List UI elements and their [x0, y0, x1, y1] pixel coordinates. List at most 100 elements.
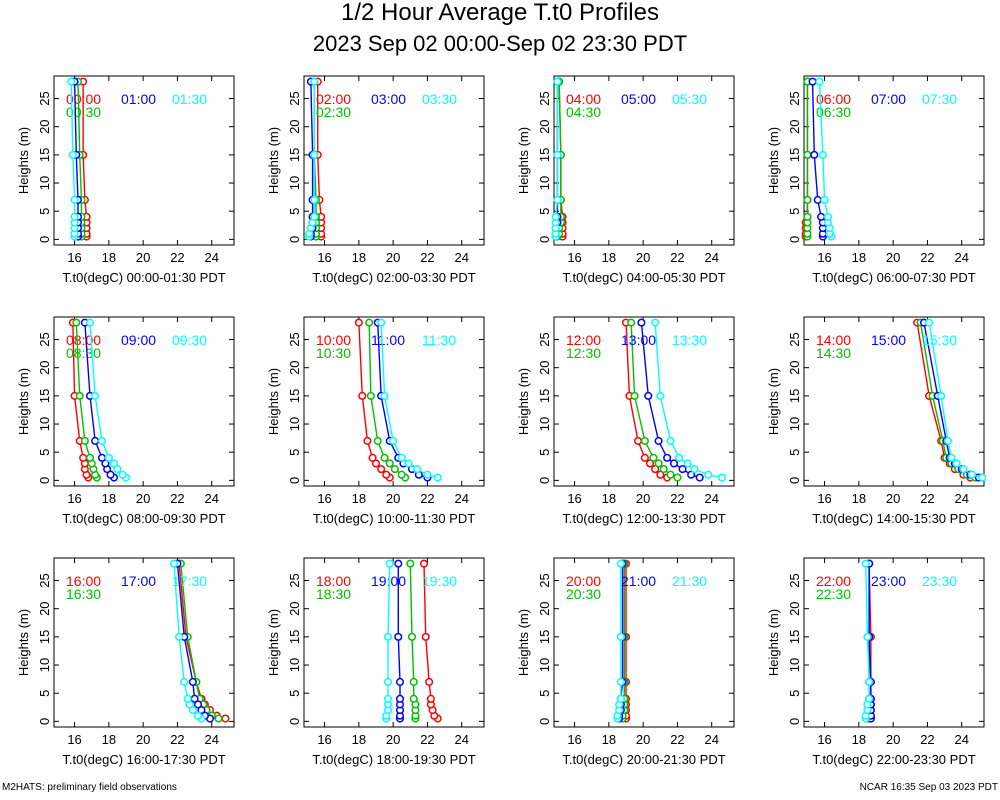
- legend-entry: 21:00: [621, 573, 656, 589]
- legend-entry: 20:00: [566, 573, 601, 589]
- y-tick-label: 5: [537, 208, 552, 215]
- data-point: [823, 212, 833, 221]
- panel-frame: [53, 75, 235, 246]
- x-tick-label: 20: [386, 732, 400, 747]
- x-tick-label: 20: [636, 491, 650, 506]
- x-axis-label: T.t0(degC) 18:00-19:30 PDT: [312, 752, 475, 767]
- data-point: [72, 318, 81, 327]
- y-tick-label: 0: [287, 236, 302, 243]
- data-point: [169, 559, 179, 568]
- legend-entry: 07:30: [922, 91, 957, 107]
- x-tick-label: 20: [636, 732, 650, 747]
- panel-frame: [553, 557, 735, 728]
- x-tick-label: 20: [136, 250, 150, 265]
- x-tick-label: 16: [567, 732, 581, 747]
- legend-entry: 14:00: [816, 332, 851, 348]
- legend-entry: 09:00: [121, 332, 156, 348]
- x-tick-label: 20: [136, 732, 150, 747]
- x-tick-label: 24: [704, 491, 718, 506]
- data-point: [106, 470, 115, 479]
- x-tick-label: 22: [170, 732, 184, 747]
- x-tick-label: 22: [420, 491, 434, 506]
- legend-entry: 08:00: [66, 332, 101, 348]
- data-point: [368, 453, 377, 462]
- x-tick-label: 18: [102, 732, 116, 747]
- x-tick-label: 18: [852, 250, 866, 265]
- data-point: [551, 212, 560, 221]
- data-point: [371, 459, 381, 468]
- data-point: [366, 391, 375, 400]
- legend-entry: 22:30: [816, 586, 851, 602]
- y-tick-label: 20: [287, 601, 302, 615]
- data-point: [616, 632, 625, 641]
- y-axis-label: Heights (m): [766, 127, 781, 194]
- y-tick-label: 15: [787, 389, 802, 403]
- legend-entry: 09:30: [172, 332, 207, 348]
- data-point: [190, 694, 199, 703]
- y-tick-label: 10: [537, 658, 552, 672]
- data-point: [925, 318, 934, 327]
- data-point: [85, 318, 95, 327]
- legend-entry: 19:30: [422, 573, 457, 589]
- y-axis-label: Heights (m): [516, 368, 531, 435]
- panel-frame: [803, 75, 985, 246]
- data-point: [389, 436, 398, 445]
- x-tick-label: 16: [817, 732, 831, 747]
- data-point: [640, 436, 649, 445]
- y-tick-label: 5: [537, 690, 552, 697]
- profile-panel: 16 18 20 22 24 0 5 10 15 20 25 Heights (m) T.t0(degC…: [16, 316, 235, 526]
- x-tick-label: 24: [704, 250, 718, 265]
- data-point: [113, 465, 122, 474]
- y-tick-label: 20: [37, 601, 52, 615]
- profile-panel: 16 18 20 22 24 0 5 10 15 20 25 Heights (m) T.t0(degC…: [516, 316, 735, 526]
- y-tick-label: 10: [787, 176, 802, 190]
- y-tick-label: 15: [537, 389, 552, 403]
- y-tick-label: 5: [37, 449, 52, 456]
- data-point: [649, 453, 658, 462]
- x-axis-label: T.t0(degC) 00:00-01:30 PDT: [62, 270, 225, 285]
- y-tick-label: 0: [37, 477, 52, 484]
- data-point: [380, 391, 389, 400]
- y-tick-label: 25: [537, 91, 552, 105]
- data-point: [433, 473, 442, 482]
- data-point: [943, 436, 953, 445]
- y-tick-label: 0: [287, 477, 302, 484]
- x-axis-label: T.t0(degC) 22:00-23:30 PDT: [812, 752, 975, 767]
- data-point: [310, 195, 319, 204]
- legend-entry: 04:00: [566, 91, 601, 107]
- x-tick-label: 16: [817, 491, 831, 506]
- y-tick-label: 0: [287, 718, 302, 725]
- x-tick-label: 22: [420, 250, 434, 265]
- legend-entry: 16:30: [66, 586, 101, 602]
- y-tick-label: 15: [537, 630, 552, 644]
- y-tick-label: 15: [37, 148, 52, 162]
- y-tick-label: 0: [787, 477, 802, 484]
- data-point: [817, 212, 826, 221]
- data-point: [97, 453, 107, 462]
- y-tick-label: 10: [37, 176, 52, 190]
- data-point: [815, 77, 824, 86]
- data-point: [373, 436, 382, 445]
- data-point: [865, 694, 874, 703]
- y-tick-label: 15: [37, 630, 52, 644]
- legend-entry: 10:30: [316, 345, 351, 361]
- data-point: [79, 453, 88, 462]
- data-point: [630, 391, 639, 400]
- data-point: [820, 195, 829, 204]
- data-point: [663, 453, 672, 462]
- x-tick-label: 24: [204, 491, 218, 506]
- data-point: [553, 195, 562, 204]
- legend-entry: 02:30: [316, 104, 351, 120]
- panel-frame: [53, 557, 235, 728]
- data-point: [75, 391, 84, 400]
- y-tick-label: 0: [537, 236, 552, 243]
- y-axis-label: Heights (m): [266, 609, 281, 676]
- data-point: [383, 677, 393, 686]
- data-point: [645, 459, 655, 468]
- x-tick-label: 16: [817, 250, 831, 265]
- data-point: [354, 318, 363, 327]
- y-tick-label: 25: [537, 332, 552, 346]
- data-point: [118, 470, 127, 479]
- footer-right-note: NCAR 16:35 Sep 03 2023 PDT: [859, 782, 998, 793]
